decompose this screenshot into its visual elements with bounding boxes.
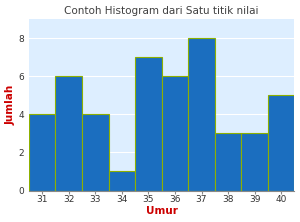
Bar: [135, 57, 162, 190]
Bar: [56, 76, 82, 190]
Bar: [241, 133, 268, 190]
Bar: [109, 171, 135, 190]
Y-axis label: Jumlah: Jumlah: [6, 85, 16, 125]
Bar: [162, 76, 188, 190]
Bar: [29, 114, 56, 190]
Bar: [82, 114, 109, 190]
Bar: [268, 95, 294, 190]
Bar: [215, 133, 241, 190]
Title: Contoh Histogram dari Satu titik nilai: Contoh Histogram dari Satu titik nilai: [64, 6, 259, 16]
Bar: [188, 38, 215, 190]
X-axis label: Umur: Umur: [146, 206, 178, 216]
